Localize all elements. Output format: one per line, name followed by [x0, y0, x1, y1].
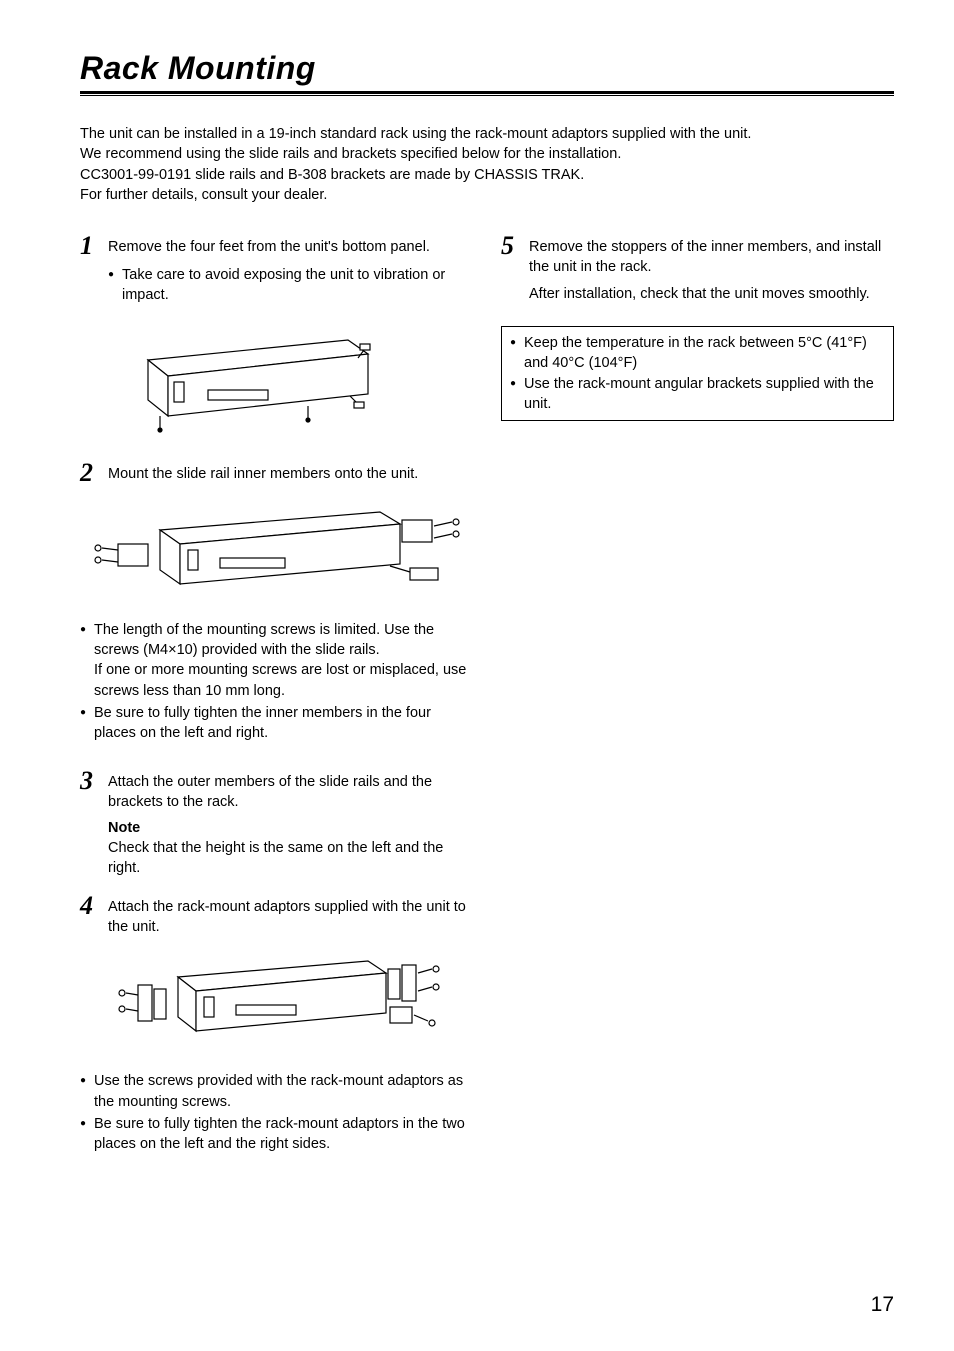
unit-with-adaptors-icon	[108, 951, 448, 1051]
bullet-item: Use the rack-mount angular brackets supp…	[510, 374, 885, 415]
step-text: Attach the outer members of the slide ra…	[108, 768, 473, 813]
two-column-layout: 1 Remove the four feet from the unit's b…	[80, 233, 894, 1164]
intro-line: The unit can be installed in a 19-inch s…	[80, 124, 894, 144]
bullet-item: Use the screws provided with the rack-mo…	[80, 1071, 473, 1112]
figure-step-2	[80, 500, 473, 600]
note-label: Note	[108, 820, 473, 836]
step-1-bullets: Take care to avoid exposing the unit to …	[108, 265, 473, 306]
step-5-main: Remove the stoppers of the inner members…	[529, 239, 881, 275]
bullet-item: Take care to avoid exposing the unit to …	[108, 265, 473, 306]
figure-step-1	[108, 320, 473, 440]
intro-text: The unit can be installed in a 19-inch s…	[80, 124, 894, 205]
page-number: 17	[871, 1293, 894, 1317]
page-title: Rack Mounting	[80, 50, 894, 87]
right-column: 5 Remove the stoppers of the inner membe…	[501, 233, 894, 1164]
step-1: 1 Remove the four feet from the unit's b…	[80, 233, 473, 259]
page: Rack Mounting The unit can be installed …	[0, 0, 954, 1351]
intro-line: CC3001-99-0191 slide rails and B-308 bra…	[80, 165, 894, 185]
figure-step-4	[108, 951, 473, 1051]
step-text: Remove the four feet from the unit's bot…	[108, 233, 473, 259]
info-box-list: Keep the temperature in the rack between…	[510, 333, 885, 414]
step-text: Attach the rack-mount adaptors supplied …	[108, 893, 473, 938]
bullet-item: Be sure to fully tighten the inner membe…	[80, 703, 473, 744]
step-2: 2 Mount the slide rail inner members ont…	[80, 460, 473, 486]
bullet-item: Keep the temperature in the rack between…	[510, 333, 885, 374]
step-3: 3 Attach the outer members of the slide …	[80, 768, 473, 813]
bullet-item: The length of the mounting screws is lim…	[80, 620, 473, 701]
step-4-notes: Use the screws provided with the rack-mo…	[80, 1071, 473, 1154]
info-box: Keep the temperature in the rack between…	[501, 326, 894, 421]
unit-diagram-icon	[108, 320, 408, 440]
step-text: Remove the stoppers of the inner members…	[529, 233, 894, 278]
step-number: 4	[80, 893, 108, 938]
note-body: Check that the height is the same on the…	[108, 838, 473, 879]
step-number: 3	[80, 768, 108, 813]
step-5-followup: After installation, check that the unit …	[529, 284, 894, 304]
title-rule-thick	[80, 91, 894, 94]
bullet-item: Be sure to fully tighten the rack-mount …	[80, 1114, 473, 1155]
step-number: 1	[80, 233, 108, 259]
step-4: 4 Attach the rack-mount adaptors supplie…	[80, 893, 473, 938]
step-text: Mount the slide rail inner members onto …	[108, 460, 473, 486]
title-rule-thin	[80, 95, 894, 96]
step-number: 5	[501, 233, 529, 278]
intro-line: We recommend using the slide rails and b…	[80, 144, 894, 164]
intro-line: For further details, consult your dealer…	[80, 185, 894, 205]
left-column: 1 Remove the four feet from the unit's b…	[80, 233, 473, 1164]
step-2-notes: The length of the mounting screws is lim…	[80, 620, 473, 744]
step-5: 5 Remove the stoppers of the inner membe…	[501, 233, 894, 278]
step-number: 2	[80, 460, 108, 486]
unit-with-rails-icon	[80, 500, 470, 600]
